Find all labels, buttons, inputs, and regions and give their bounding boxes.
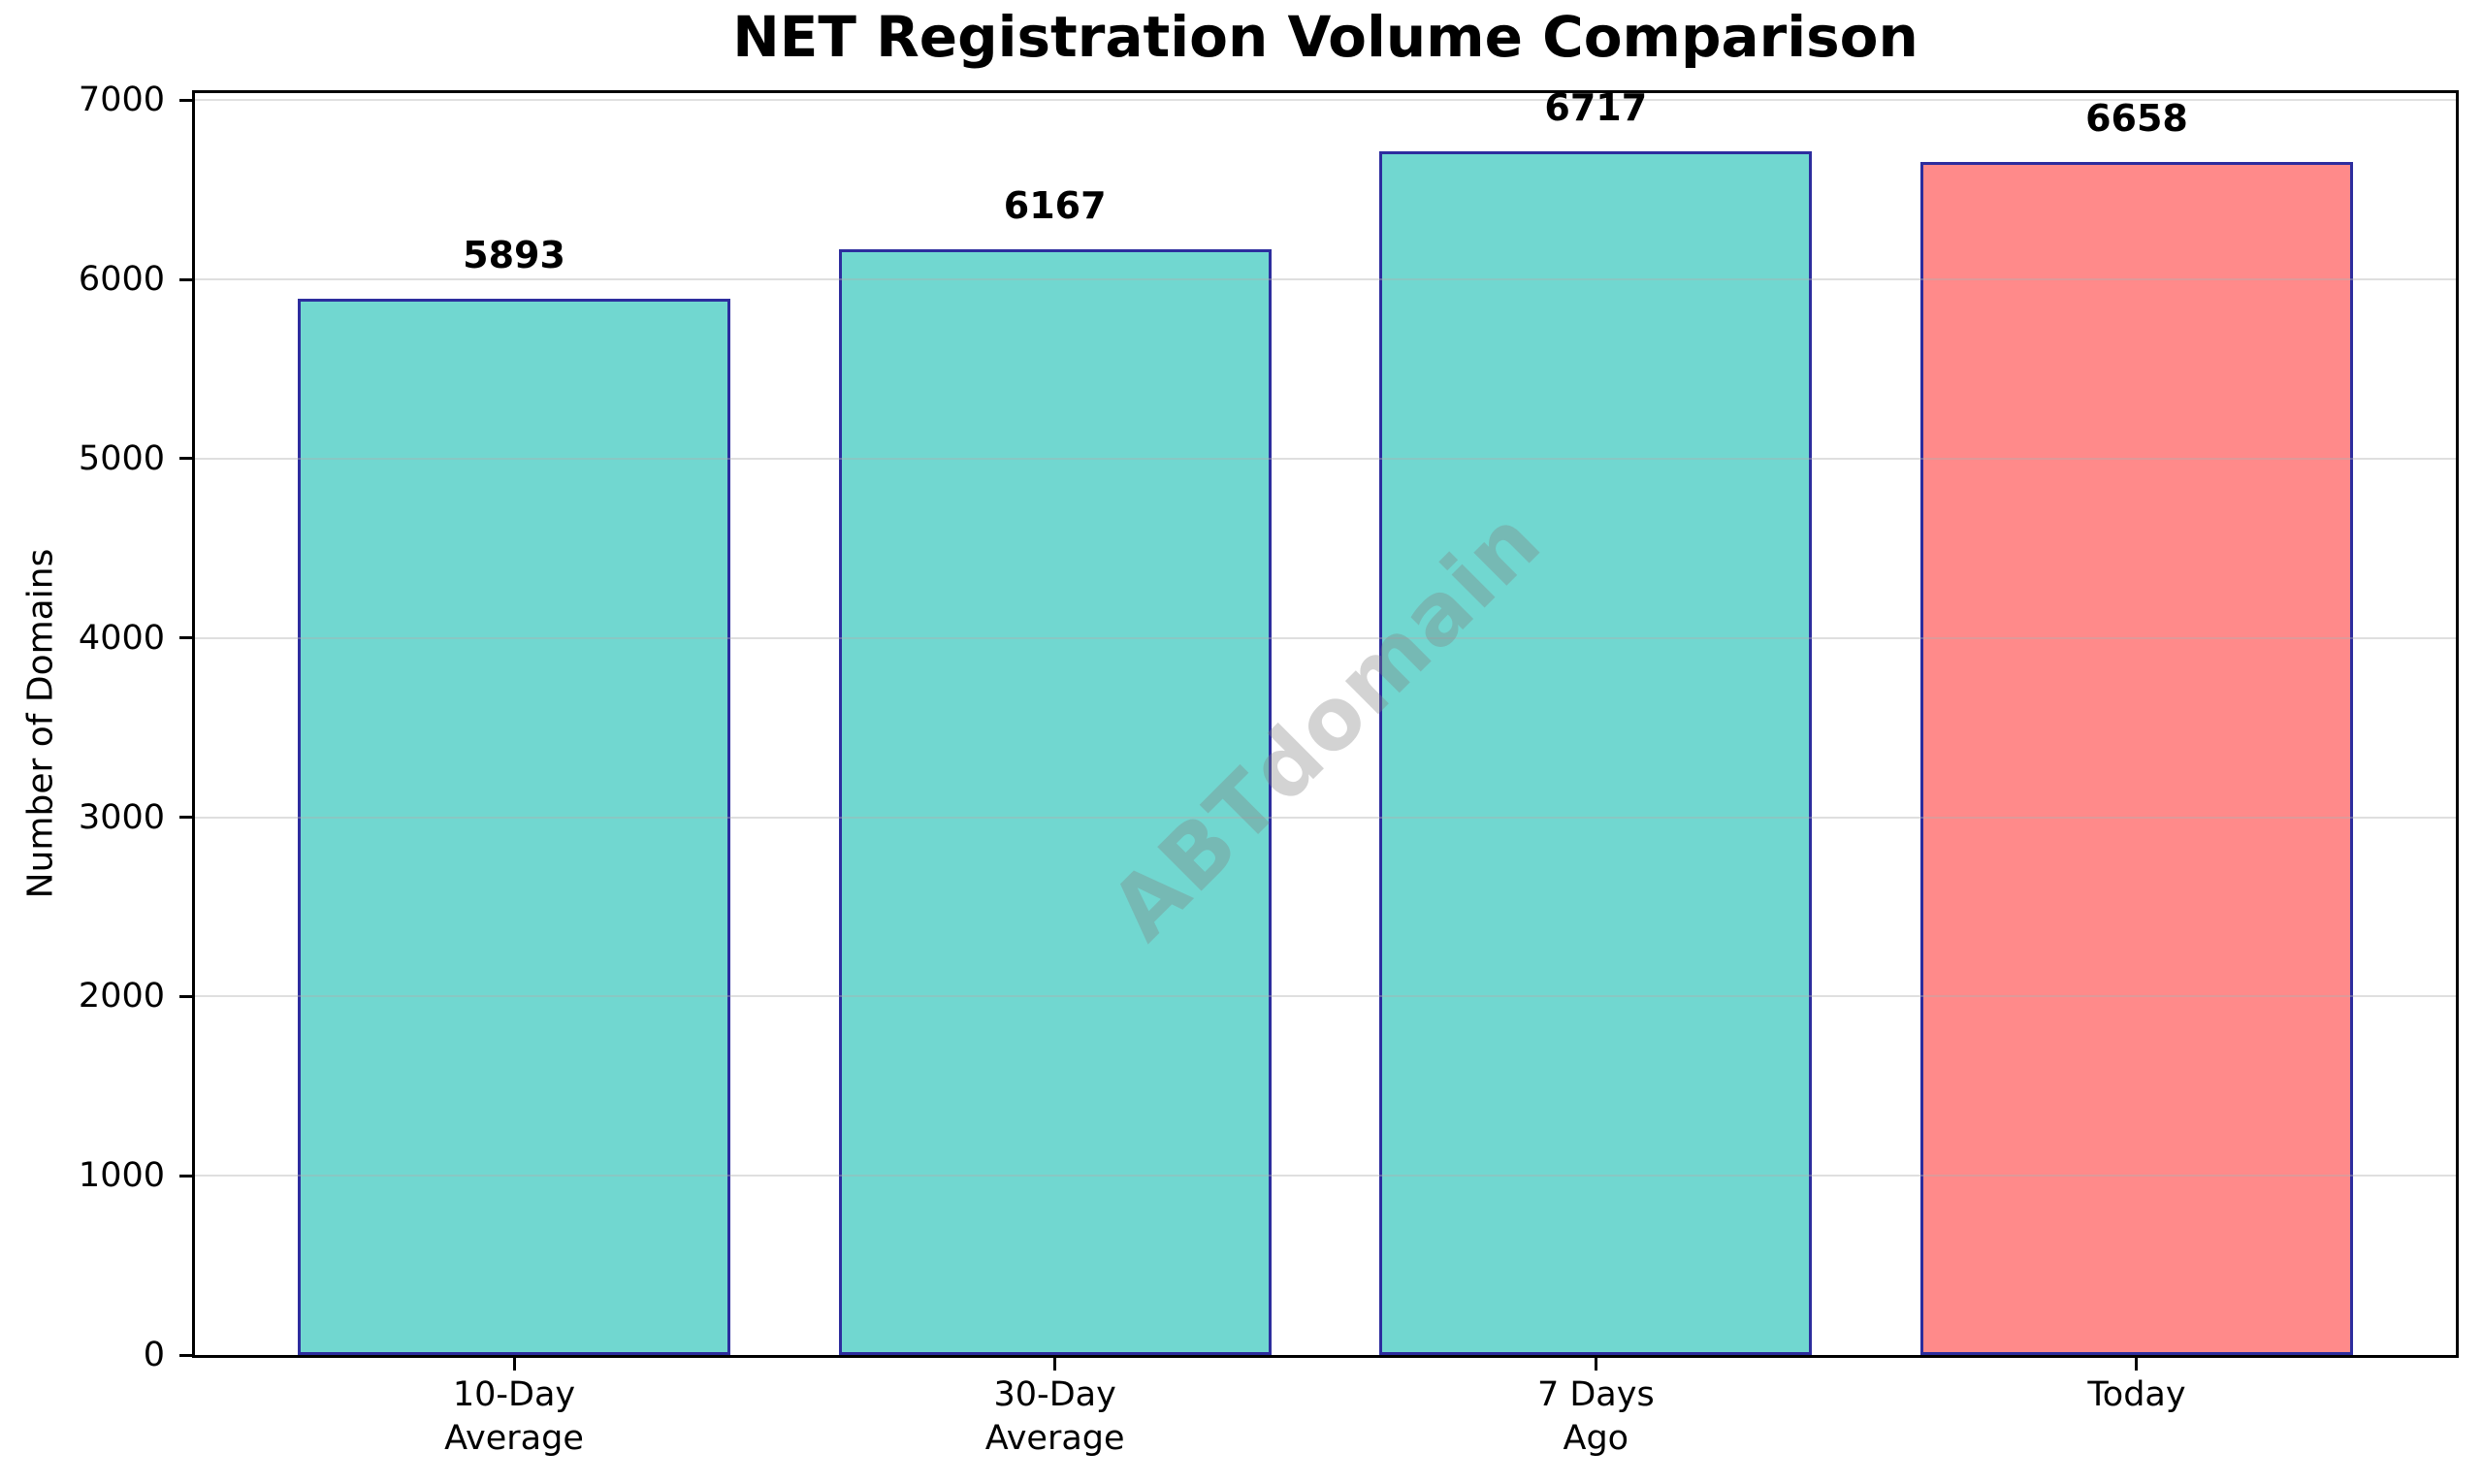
- bar-0: [297, 298, 731, 1355]
- y-tick-label-0: 0: [143, 1336, 165, 1374]
- x-tick-label-line: 7 Days: [1536, 1375, 1655, 1414]
- x-tick-mark-1: [1053, 1358, 1057, 1371]
- gridline-2000: [195, 995, 2456, 998]
- x-tick-label-1: 30-Day Average: [985, 1373, 1125, 1461]
- bar-value-label-0: 5893: [463, 233, 565, 276]
- y-tick-label-1000: 1000: [78, 1156, 165, 1196]
- bar-value-label-1: 6167: [1003, 184, 1107, 228]
- x-tick-label-line: Today: [2087, 1375, 2186, 1414]
- plot-area: ABTdomain 5893 6167 6717 6658: [192, 85, 2459, 1358]
- gridline-1000: [195, 1175, 2456, 1178]
- gridline-3000: [195, 816, 2456, 819]
- x-tick-label-line: Ago: [1563, 1419, 1629, 1458]
- x-tick-mark-0: [512, 1358, 516, 1371]
- x-tick-label-3: Today: [2087, 1373, 2185, 1417]
- gridline-6000: [195, 278, 2456, 281]
- x-tick-label-line: 30-Day: [993, 1375, 1116, 1414]
- y-tick-label-5000: 5000: [78, 438, 165, 478]
- y-tick-mark-3000: [179, 816, 192, 820]
- y-tick-mark-6000: [179, 277, 192, 281]
- y-tick-mark-0: [179, 1353, 192, 1357]
- x-tick-mark-3: [2135, 1358, 2139, 1371]
- y-tick-mark-1000: [179, 1174, 192, 1178]
- bar-1: [838, 249, 1272, 1355]
- bar-value-label-2: 6717: [1544, 85, 1648, 129]
- y-tick-label-4000: 4000: [78, 618, 165, 658]
- x-tick-label-0: 10-Day Average: [444, 1373, 584, 1461]
- chart-title: NET Registration Volume Comparison: [732, 4, 1919, 70]
- x-tick-label-line: Average: [984, 1419, 1125, 1458]
- y-tick-label-6000: 6000: [78, 260, 165, 300]
- y-tick-label-2000: 2000: [78, 977, 165, 1016]
- y-axis-label: Number of Domains: [20, 548, 61, 899]
- gridline-4000: [195, 636, 2456, 639]
- y-tick-label-3000: 3000: [78, 797, 165, 837]
- y-tick-mark-5000: [179, 457, 192, 461]
- gridline-5000: [195, 457, 2456, 460]
- bar-value-label-3: 6658: [2085, 96, 2188, 140]
- bar-2: [1379, 150, 1813, 1355]
- x-tick-mark-2: [1594, 1358, 1597, 1371]
- y-tick-mark-7000: [179, 98, 192, 102]
- x-tick-label-2: 7 Days Ago: [1537, 1373, 1655, 1461]
- x-tick-label-line: Average: [444, 1419, 584, 1458]
- y-tick-mark-2000: [179, 994, 192, 998]
- x-tick-label-line: 10-Day: [452, 1375, 576, 1414]
- y-tick-label-7000: 7000: [78, 81, 165, 120]
- bar-3: [1919, 161, 2354, 1355]
- gridline-7000: [195, 99, 2456, 102]
- y-tick-mark-4000: [179, 636, 192, 640]
